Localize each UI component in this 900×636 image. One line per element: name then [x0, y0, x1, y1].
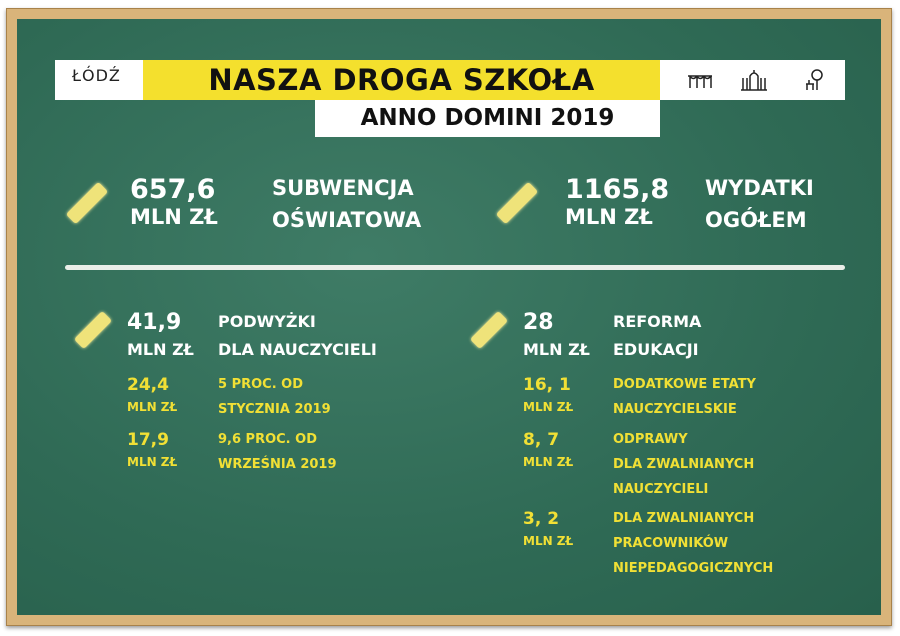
- label-line: NAUCZYCIELI: [613, 482, 709, 497]
- reform-value: 28: [523, 310, 554, 335]
- raises-label: PODWYŻKI DLA NAUCZYCIELI: [218, 308, 377, 364]
- label-line: 5 PROC. OD: [218, 377, 304, 392]
- label-line: WRZEŚNIA 2019: [218, 457, 337, 472]
- subsidy-unit: MLN ZŁ: [130, 205, 218, 229]
- expenses-label: WYDATKI OGÓŁEM: [705, 172, 814, 236]
- label-line: NIEPEDAGOGICZNYCH: [613, 561, 774, 576]
- item-value: 24,4: [127, 375, 169, 395]
- label-line: DLA ZWALNIANYCH: [613, 511, 755, 526]
- label-line: STYCZNIA 2019: [218, 402, 331, 417]
- page-title: NASZA DROGA SZKOŁA: [143, 60, 660, 100]
- label-line: OGÓŁEM: [705, 208, 807, 232]
- label-line: WYDATKI: [705, 176, 814, 200]
- item-value: 3, 2: [523, 509, 560, 529]
- bridge-arches-icon: [688, 75, 712, 88]
- item-unit: MLN ZŁ: [523, 400, 574, 414]
- item-label: DLA ZWALNIANYCH PRACOWNIKÓW NIEPEDAGOGICZN…: [613, 506, 773, 581]
- reform-label: REFORMA EDUKACJI: [613, 308, 701, 364]
- item-value: 16, 1: [523, 375, 571, 395]
- city-logo: ŁÓDŹ: [72, 66, 121, 85]
- label-line: 9,6 PROC. OD: [218, 432, 317, 447]
- label-line: DLA ZWALNIANYCH: [613, 457, 755, 472]
- label-line: PODWYŻKI: [218, 312, 316, 331]
- item-value: 17,9: [127, 430, 169, 450]
- expenses-value: 1165,8: [565, 174, 670, 205]
- item-unit: MLN ZŁ: [523, 455, 574, 469]
- raises-value: 41,9: [127, 310, 182, 335]
- label-line: OŚWIATOWA: [272, 208, 422, 232]
- tree-bench-icon: [806, 69, 823, 90]
- raises-unit: MLN ZŁ: [127, 340, 194, 359]
- expenses-unit: MLN ZŁ: [565, 205, 653, 229]
- item-unit: MLN ZŁ: [127, 455, 178, 469]
- label-line: REFORMA: [613, 312, 702, 331]
- label-line: ODPRAWY: [613, 432, 688, 447]
- label-line: PRACOWNIKÓW: [613, 536, 729, 551]
- item-label: ODPRAWY DLA ZWALNIANYCH NAUCZYCIELI: [613, 427, 754, 502]
- item-value: 8, 7: [523, 430, 560, 450]
- item-label: 5 PROC. OD STYCZNIA 2019: [218, 372, 331, 422]
- label-line: NAUCZYCIELSKIE: [613, 402, 737, 417]
- label-line: SUBWENCJA: [272, 176, 414, 200]
- item-unit: MLN ZŁ: [523, 534, 574, 548]
- item-unit: MLN ZŁ: [127, 400, 178, 414]
- item-label: DODATKOWE ETATY NAUCZYCIELSKIE: [613, 372, 756, 422]
- subsidy-label: SUBWENCJA OŚWIATOWA: [272, 172, 421, 236]
- label-line: DODATKOWE ETATY: [613, 377, 756, 392]
- item-label: 9,6 PROC. OD WRZEŚNIA 2019: [218, 427, 337, 477]
- chalk-divider: [65, 265, 845, 270]
- label-line: DLA NAUCZYCIELI: [218, 340, 377, 359]
- reform-unit: MLN ZŁ: [523, 340, 590, 359]
- page-subtitle: ANNO DOMINI 2019: [315, 100, 660, 137]
- subsidy-value: 657,6: [130, 174, 216, 205]
- palace-gate-icon: [741, 70, 767, 91]
- label-line: EDUKACJI: [613, 340, 699, 359]
